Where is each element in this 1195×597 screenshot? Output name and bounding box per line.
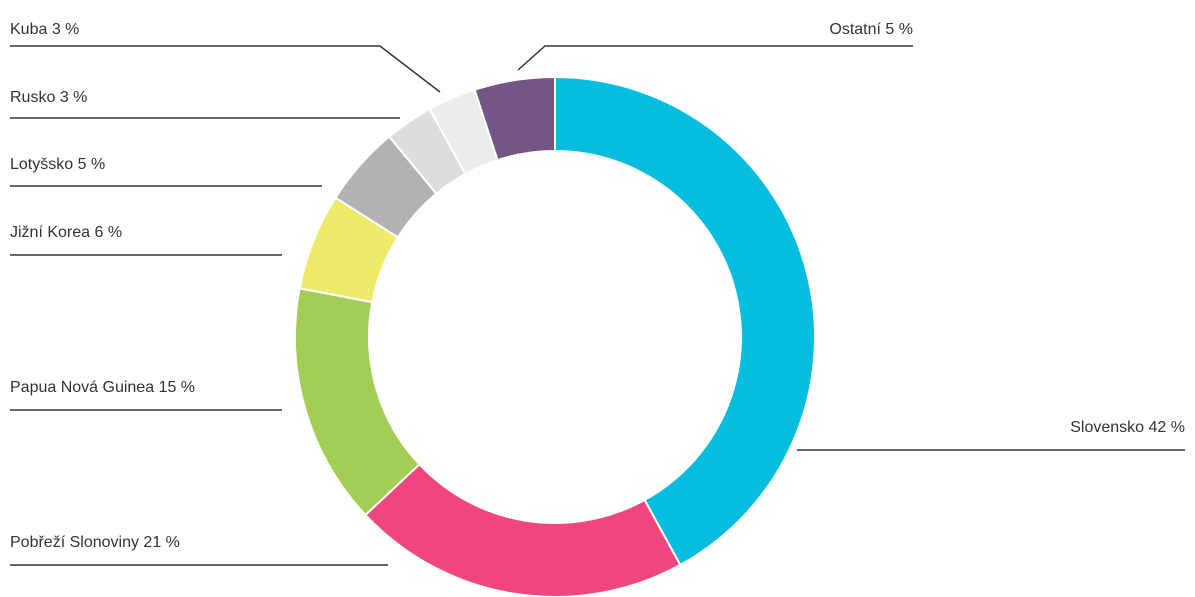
category-name: Slovensko — [1070, 419, 1144, 436]
category-name: Lotyšsko — [10, 156, 73, 173]
category-name: Ostatní — [829, 21, 881, 38]
slice-label: Rusko 3 % — [10, 89, 87, 106]
value-label: 6 % — [95, 224, 123, 241]
value-label: 3 % — [60, 89, 88, 106]
slice-label: Jižní Korea 6 % — [10, 224, 122, 241]
donut-slice — [364, 462, 682, 597]
value-label: 21 % — [143, 534, 179, 551]
value-label: 5 % — [885, 21, 913, 38]
category-name: Papua Nová Guinea — [10, 379, 154, 396]
slice-label: Kuba 3 % — [10, 21, 79, 38]
value-label: 5 % — [78, 156, 106, 173]
donut-slice — [554, 75, 816, 567]
slice-label: Papua Nová Guinea 15 % — [10, 379, 195, 396]
value-label: 15 % — [159, 379, 195, 396]
leader-line — [10, 45, 441, 93]
donut-slice — [294, 287, 421, 517]
category-name: Kuba — [10, 21, 47, 38]
slice-label: Lotyšsko 5 % — [10, 156, 105, 173]
slice-label: Slovensko 42 % — [1070, 419, 1185, 436]
value-label: 42 % — [1149, 419, 1185, 436]
category-name: Pobřeží Slonoviny — [10, 534, 139, 551]
slice-label: Ostatní 5 % — [829, 21, 913, 38]
value-label: 3 % — [52, 21, 80, 38]
category-name: Jižní Korea — [10, 224, 90, 241]
donut-slice — [473, 75, 556, 162]
leader-line — [517, 45, 913, 71]
slice-label: Pobřeží Slonoviny 21 % — [10, 534, 180, 551]
category-name: Rusko — [10, 89, 55, 106]
